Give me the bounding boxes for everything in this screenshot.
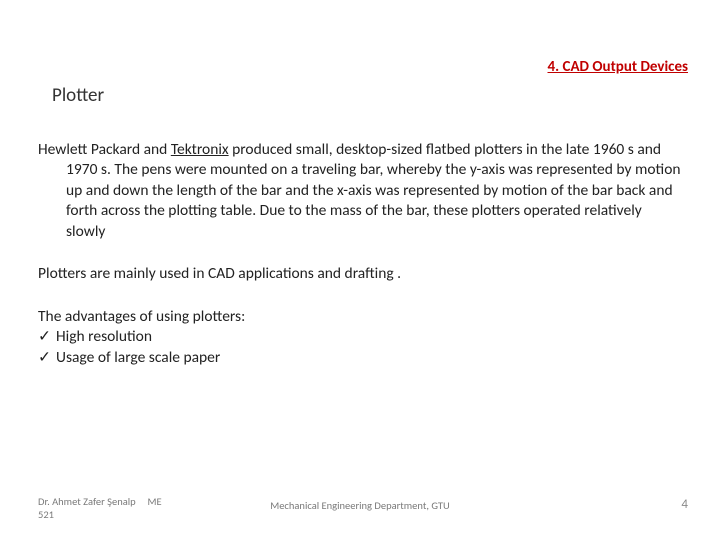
body-content: Hewlett Packard and Tektronix produced s… [38,140,682,368]
advantages-heading: The advantages of using plotters: [38,307,682,327]
paragraph-1: Hewlett Packard and Tektronix produced s… [38,140,682,242]
para1-underlined-word: Tektronix [171,140,229,159]
footer: Dr. Ahmet Zafer Şenalp ME 521 Mechanical… [0,482,720,522]
section-title: 4. CAD Output Devices [548,58,689,76]
page-number: 4 [681,497,688,512]
paragraph-3: The advantages of using plotters: High r… [38,307,682,368]
advantage-item-2: Usage of large scale paper [38,348,682,368]
para1-prefix: Hewlett Packard and [38,140,171,159]
paragraph-2: Plotters are mainly used in CAD applicat… [38,264,682,284]
advantage-item-1: High resolution [38,327,682,347]
slide-subtitle: Plotter [52,84,104,107]
footer-department: Mechanical Engineering Department, GTU [0,499,720,512]
slide: 4. CAD Output Devices Plotter Hewlett Pa… [0,0,720,540]
